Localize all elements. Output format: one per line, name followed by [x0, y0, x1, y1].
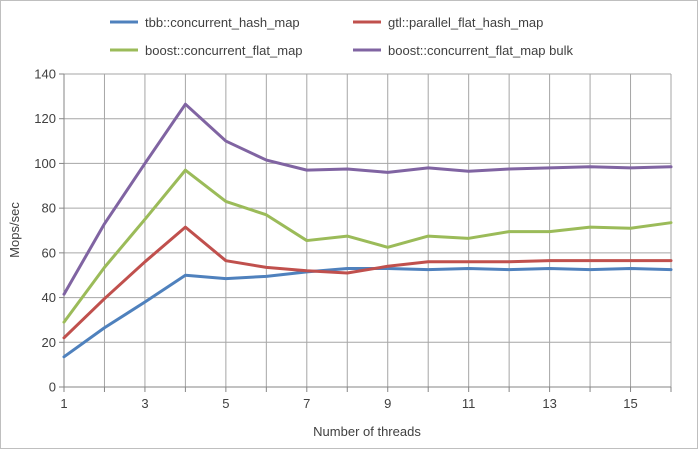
- x-tick-label: 5: [222, 396, 229, 411]
- y-tick-label: 140: [34, 67, 56, 82]
- y-tick-label: 120: [34, 111, 56, 126]
- gridlines: [64, 73, 672, 387]
- series-lines: [62, 102, 673, 359]
- axes: [59, 73, 672, 392]
- y-tick-label: 80: [42, 201, 56, 216]
- legend-label-2: gtl::parallel_flat_hash_map: [388, 15, 543, 30]
- y-tick-label: 0: [49, 380, 56, 395]
- series-line-4: [62, 102, 673, 296]
- x-tick-label: 11: [462, 396, 476, 411]
- x-tick-label: 3: [141, 396, 148, 411]
- y-tick-label: 100: [34, 156, 56, 171]
- legend-label-4: boost::concurrent_flat_map bulk: [388, 43, 573, 58]
- x-tick-label: 1: [60, 396, 67, 411]
- series-line-2: [62, 225, 673, 340]
- legend: tbb::concurrent_hash_map gtl::parallel_fl…: [110, 15, 573, 58]
- x-tick-label: 9: [384, 396, 391, 411]
- legend-label-1: tbb::concurrent_hash_map: [145, 15, 300, 30]
- x-tick-label: 7: [303, 396, 310, 411]
- y-tick-label: 60: [42, 245, 56, 260]
- x-axis-title: Number of threads: [313, 424, 421, 439]
- x-tick-label: 13: [542, 396, 556, 411]
- series-line-3: [62, 168, 673, 324]
- y-tick-label: 20: [42, 335, 56, 350]
- series-line-1: [62, 267, 673, 359]
- y-axis-title: Mops/sec: [7, 202, 22, 258]
- x-tick-label: 15: [623, 396, 637, 411]
- y-tick-label: 40: [42, 290, 56, 305]
- legend-label-3: boost::concurrent_flat_map: [145, 43, 303, 58]
